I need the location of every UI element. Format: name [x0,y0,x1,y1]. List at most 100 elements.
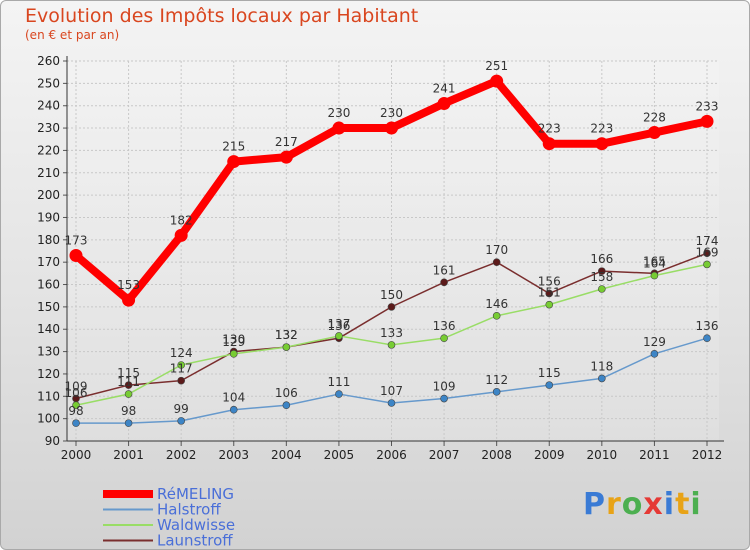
data-point [437,96,451,110]
data-point [650,350,659,358]
data-label: 170 [485,243,508,257]
chart-subtitle: (en € et par an) [25,28,120,42]
data-label: 166 [590,252,613,266]
data-point [542,137,556,151]
logo-letter: r [606,487,622,522]
legend-label: Halstroff [157,501,221,519]
data-point [282,401,291,410]
legend-label: Waldwisse [157,516,235,534]
data-point [492,312,501,320]
data-point [124,381,133,389]
data-label: 173 [65,233,88,247]
data-label: 104 [222,391,245,405]
data-label: 98 [121,404,136,418]
proxiti-logo[interactable]: Proxiti [583,487,702,522]
data-label: 158 [590,270,613,284]
data-label: 215 [222,140,245,154]
data-label: 136 [433,319,456,333]
legend-label: RéMELING [157,485,234,503]
data-label: 165 [643,254,666,268]
data-label: 164 [643,257,666,271]
data-label: 106 [275,386,298,400]
x-tick-label: 2007 [429,448,460,462]
data-label: 161 [433,263,456,277]
data-point [598,285,606,293]
data-label: 124 [170,346,193,360]
data-point [227,155,241,169]
data-point [387,341,396,349]
data-point [492,388,501,396]
data-point [647,126,661,140]
data-label: 109 [65,380,88,394]
x-tick-label: 2005 [324,448,355,462]
data-label: 150 [380,288,403,302]
data-label: 130 [222,333,245,347]
chart-title: Evolution des Impôts locaux par Habitant [25,5,419,27]
data-point [335,390,343,398]
y-tick-label: 100 [37,412,60,426]
series-layer [69,74,714,427]
data-label: 223 [538,122,561,136]
logo-letter: x [643,487,664,522]
x-tick-label: 2011 [639,448,670,462]
data-point [229,405,238,414]
data-point [387,303,396,311]
y-tick-label: 180 [37,233,60,247]
data-label: 174 [696,234,719,248]
y-tick-label: 250 [37,76,60,90]
data-point [332,121,346,135]
data-label: 107 [380,384,403,398]
data-point [335,332,343,340]
data-label: 223 [590,122,613,136]
data-point [72,401,80,410]
data-point [282,343,291,351]
data-point [177,417,185,425]
data-point [177,376,185,385]
data-point [440,334,448,342]
data-label: 98 [68,404,83,418]
data-point [545,289,554,298]
y-tick-label: 110 [37,389,60,403]
data-label: 146 [485,297,508,311]
data-label: 233 [696,99,719,113]
data-label: 137 [327,317,350,331]
data-point [72,419,80,427]
y-tick-label: 150 [37,300,60,314]
data-label: 228 [643,111,666,125]
x-tick-label: 2004 [271,448,302,462]
data-label: 151 [538,286,561,300]
x-tick-label: 2009 [534,448,565,462]
x-tick-label: 2012 [692,448,723,462]
data-label: 118 [590,359,613,373]
data-label: 169 [696,245,719,259]
data-point [598,374,606,383]
data-point [650,271,659,280]
data-label: 132 [275,328,298,342]
logo-letter: i [690,487,702,522]
data-label: 156 [538,274,561,288]
data-point [492,258,501,266]
data-point [700,114,714,128]
data-point [703,334,711,342]
data-label: 115 [538,366,561,380]
data-label: 153 [117,278,140,292]
data-label: 182 [170,213,193,227]
logo-letter: t [675,487,691,522]
logo-letter: o [621,487,644,522]
x-tick-label: 2003 [218,448,249,462]
data-point [174,228,188,242]
y-tick-label: 190 [37,210,60,224]
data-point [387,399,396,407]
y-tick-label: 90 [45,434,60,448]
x-tick-label: 2010 [587,448,618,462]
y-tick-label: 120 [37,367,60,381]
y-tick-label: 200 [37,188,60,202]
legend-label: Launstroff [157,532,233,550]
y-tick-label: 160 [37,278,60,292]
y-tick-label: 210 [37,166,60,180]
data-point [440,394,448,403]
data-label: 136 [327,319,350,333]
